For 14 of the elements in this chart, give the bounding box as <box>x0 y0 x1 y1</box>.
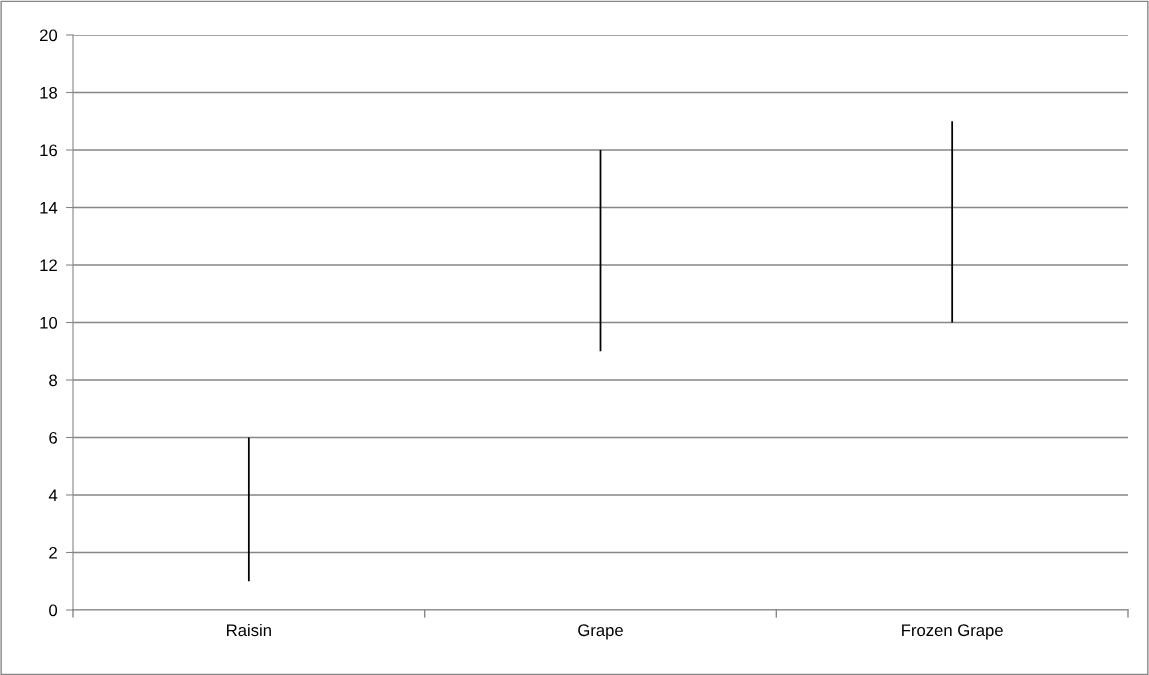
y-tick-label: 20 <box>40 29 58 42</box>
y-tick-label: 16 <box>40 144 57 157</box>
x-tick-label: Frozen Grape <box>902 624 1003 640</box>
y-tick-label: 0 <box>49 604 58 617</box>
y-tick-label: 10 <box>40 316 58 329</box>
y-tick-label: 2 <box>49 546 57 559</box>
x-tick-label: Raisin <box>227 623 271 637</box>
x-tick-label: Grape <box>578 624 623 640</box>
y-tick-label: 14 <box>40 202 58 214</box>
y-tick-label: 6 <box>49 431 57 444</box>
y-tick-label: 18 <box>40 86 57 99</box>
y-tick-label: 4 <box>48 489 58 502</box>
y-tick-label: 8 <box>49 374 57 387</box>
y-tick-label: 12 <box>40 259 57 272</box>
